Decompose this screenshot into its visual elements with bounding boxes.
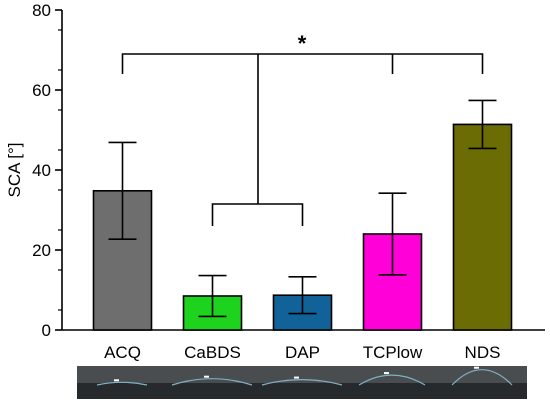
y-tick-label: 80 — [32, 1, 51, 20]
significance-bracket-outer — [121, 53, 484, 74]
droplet-photo-nds — [437, 366, 527, 399]
droplet-outline — [261, 379, 343, 386]
droplet-outline — [358, 374, 426, 386]
x-tick-label-cabds: CaBDS — [184, 343, 241, 362]
y-tick-label: 40 — [32, 161, 51, 180]
x-tick-label-tcplow: TCPlow — [363, 343, 423, 362]
significance-bracket-inner — [211, 203, 304, 226]
significance-star: * — [298, 31, 307, 56]
droplet-highlight — [474, 366, 479, 369]
photo-substrate — [77, 383, 167, 399]
photo-substrate — [347, 383, 437, 399]
photo-substrate — [167, 383, 257, 399]
photo-substrate — [437, 383, 527, 399]
droplet-photos — [77, 366, 527, 399]
x-tick-label-acq: ACQ — [104, 343, 141, 362]
y-tick-label: 0 — [42, 321, 51, 340]
droplet-photo-tcplow — [347, 366, 437, 399]
y-tick-label: 60 — [32, 81, 51, 100]
category-labels: ACQ CaBDS DAP TCPlow NDS — [104, 343, 500, 362]
y-tick-label: 20 — [32, 241, 51, 260]
droplet-outline — [171, 378, 253, 386]
significance-brackets: * — [121, 31, 484, 226]
droplet-highlight — [114, 379, 119, 382]
droplet-photo-dap — [257, 366, 347, 399]
x-tick-label-nds: NDS — [465, 343, 501, 362]
bar-nds — [452, 123, 513, 331]
y-axis-label: SCA [°] — [5, 143, 24, 198]
error-bars — [108, 99, 497, 318]
droplet-outline — [451, 369, 513, 386]
droplet-photo-cabds — [167, 366, 257, 399]
x-tick-label-dap: DAP — [285, 343, 320, 362]
droplet-highlight — [294, 376, 299, 379]
droplet-highlight — [204, 375, 209, 378]
droplet-outline — [96, 381, 148, 386]
droplet-highlight — [384, 372, 389, 375]
droplet-photo-acq — [77, 366, 167, 399]
photo-substrate — [257, 383, 347, 399]
